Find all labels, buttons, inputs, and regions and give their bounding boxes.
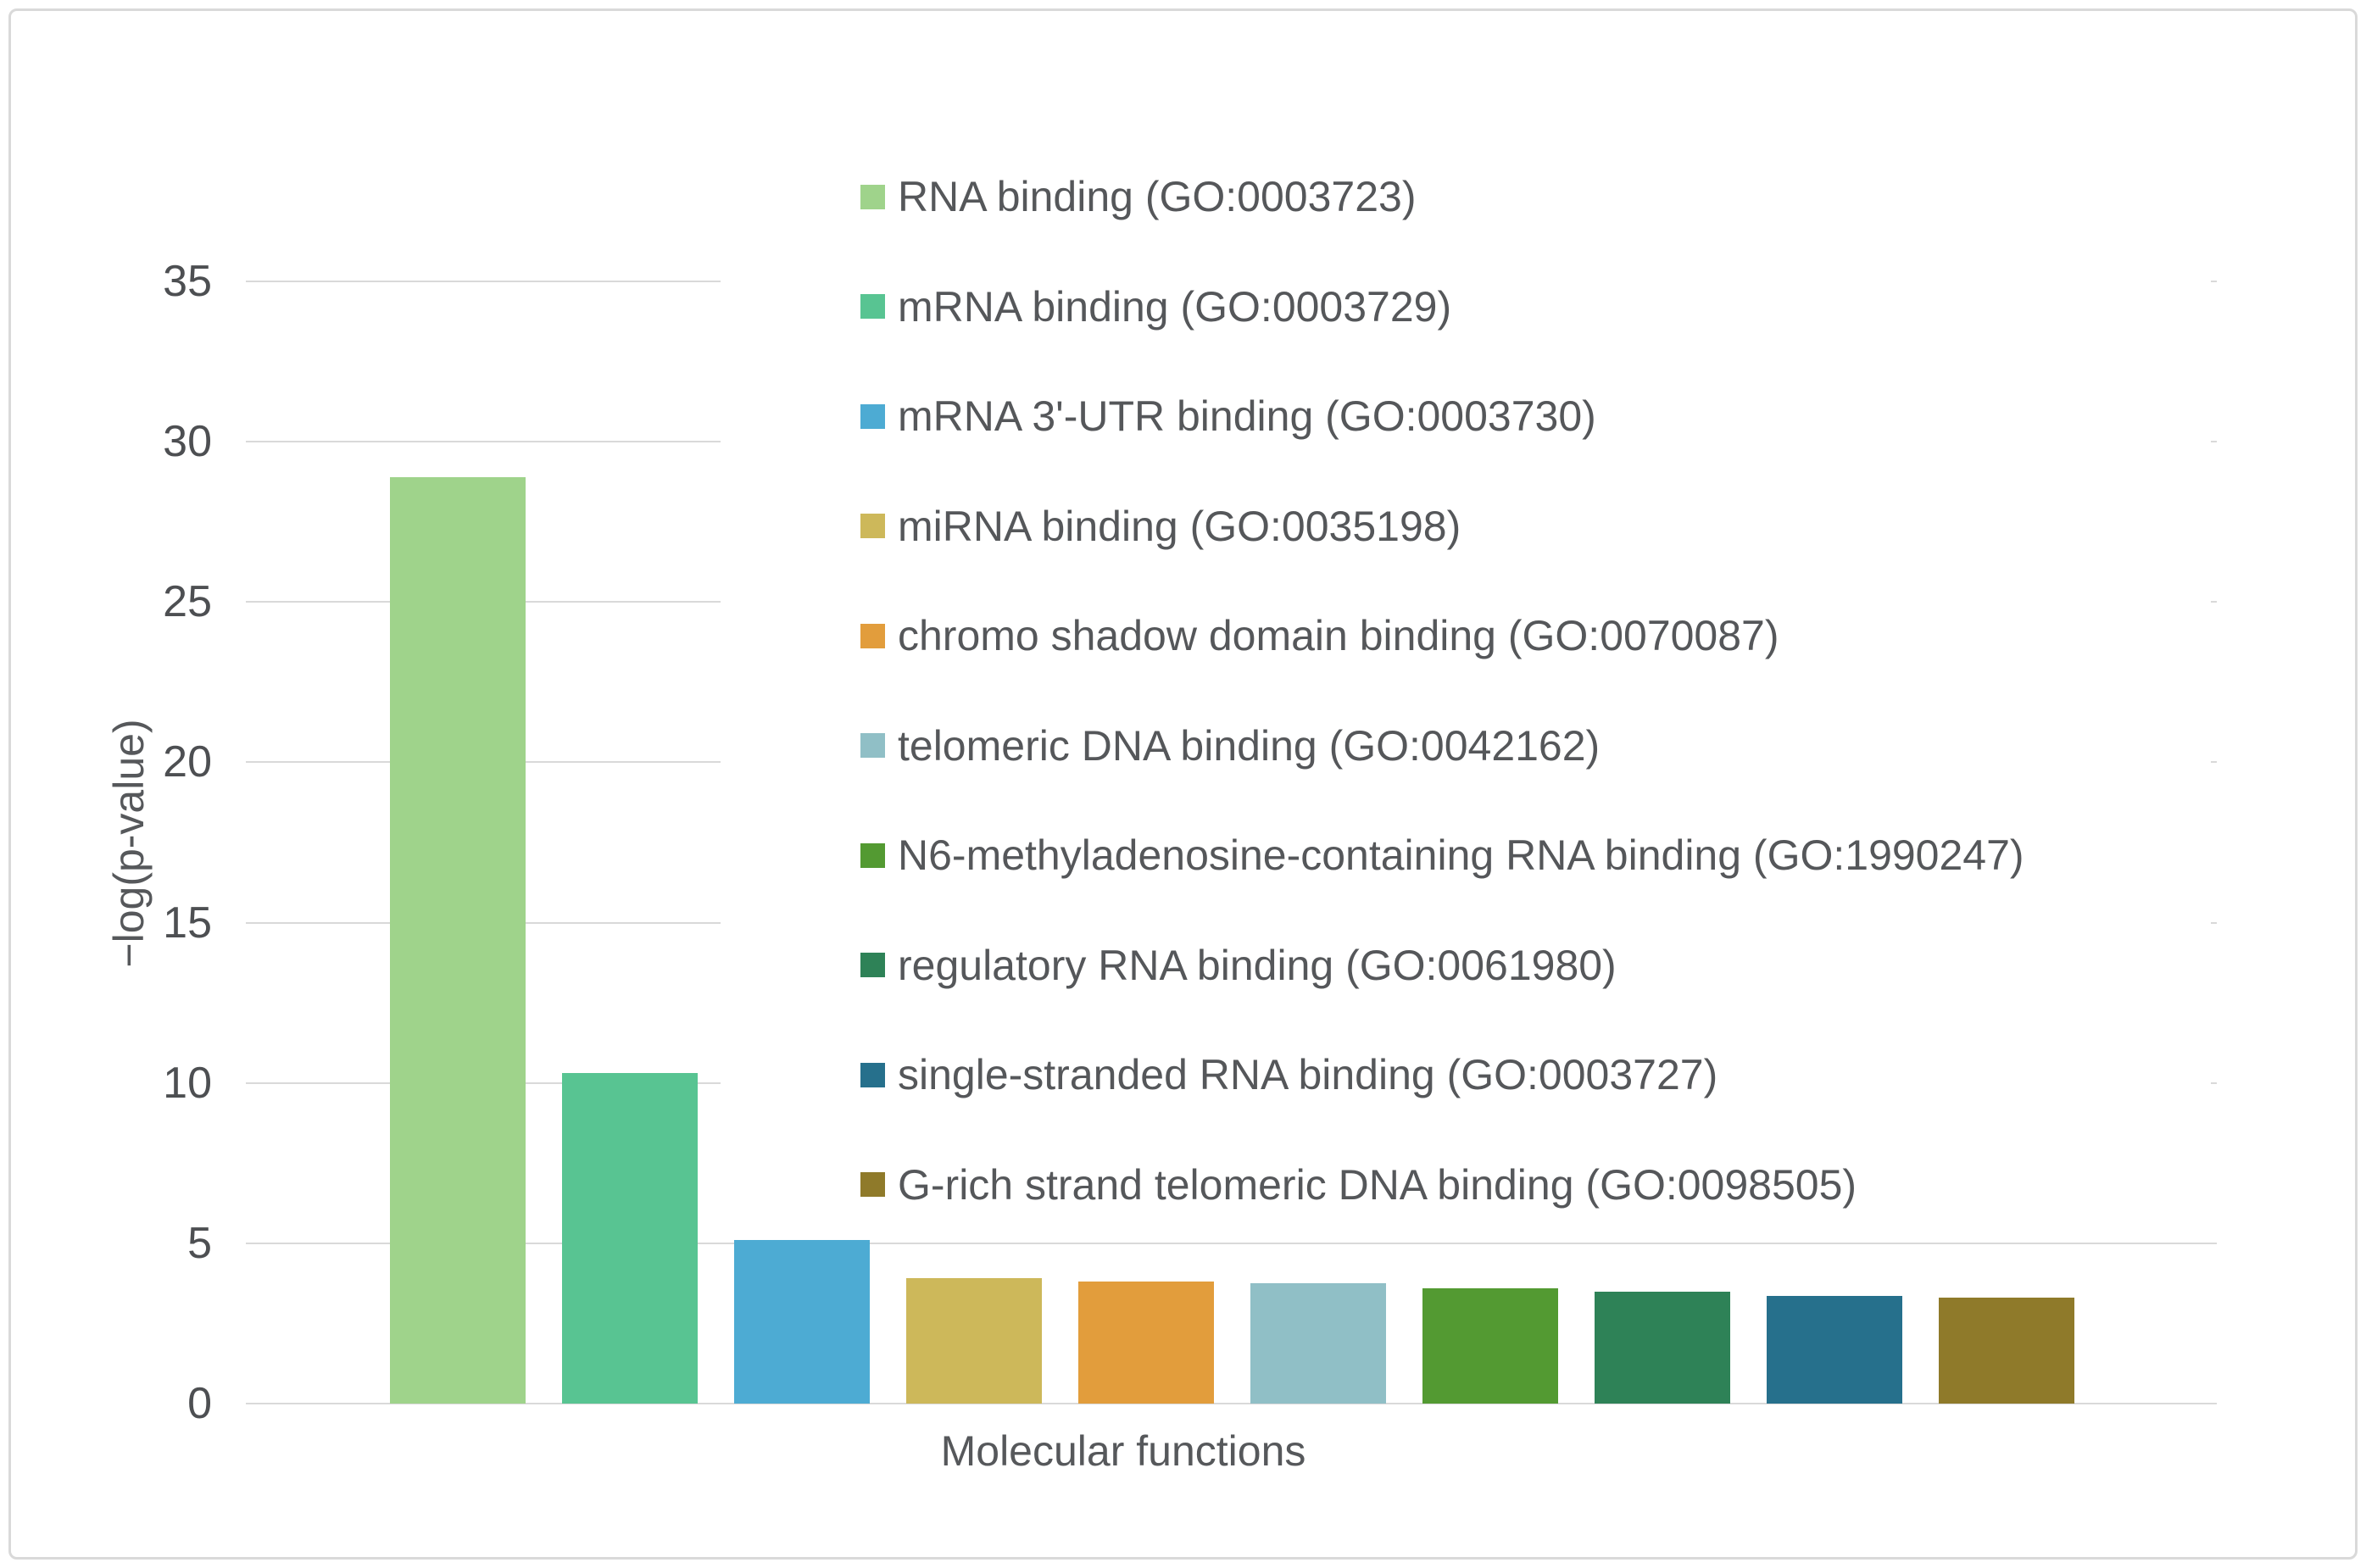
bar-7: [1422, 1287, 1558, 1404]
y-tick-label-35: 35: [163, 256, 212, 306]
y-tick-label-20: 20: [163, 737, 212, 787]
y-tick-label-0: 0: [187, 1379, 212, 1428]
bar-4: [906, 1278, 1042, 1404]
y-axis-title: −log(p-value): [105, 719, 153, 968]
legend-label: miRNA binding (GO:0035198): [898, 502, 1461, 550]
gridline-y5: [246, 1242, 2217, 1244]
legend-label: RNA binding (GO:0003723): [898, 173, 1417, 220]
legend-label: regulatory RNA binding (GO:0061980): [898, 941, 1617, 989]
bar-9: [1767, 1296, 1902, 1404]
x-axis-title: Molecular functions: [940, 1427, 1306, 1475]
legend-item-9: single-stranded RNA binding (GO:0003727): [860, 1048, 1717, 1102]
bar-1: [390, 476, 526, 1404]
y-tick-label-5: 5: [187, 1218, 212, 1268]
legend-item-7: N6-methyladenosine-containing RNA bindin…: [860, 828, 2024, 882]
legend-color-swatch: [860, 403, 885, 429]
y-tick-label-15: 15: [163, 898, 212, 948]
legend-label: G-rich strand telomeric DNA binding (GO:…: [898, 1160, 1857, 1209]
legend-label: single-stranded RNA binding (GO:0003727): [898, 1051, 1718, 1098]
bar-2: [562, 1073, 698, 1404]
legend-label: N6-methyladenosine-containing RNA bindin…: [898, 831, 2024, 879]
gridline-y0: [246, 1403, 2217, 1404]
legend-item-3: mRNA 3'-UTR binding (GO:0003730): [860, 389, 1596, 443]
legend-item-4: miRNA binding (GO:0035198): [860, 499, 1461, 553]
legend-color-swatch: [860, 184, 885, 209]
bar-3: [734, 1240, 870, 1404]
legend-label: chromo shadow domain binding (GO:0070087…: [898, 612, 1779, 659]
legend-item-2: mRNA binding (GO:0003729): [860, 280, 1451, 334]
legend-item-5: chromo shadow domain binding (GO:0070087…: [860, 609, 1779, 663]
legend-label: mRNA binding (GO:0003729): [898, 282, 1452, 331]
legend-item-1: RNA binding (GO:0003723): [860, 170, 1416, 224]
legend-color-swatch: [860, 1062, 885, 1087]
bar-5: [1078, 1282, 1214, 1404]
bar-10: [1939, 1298, 2074, 1404]
legend-color-swatch: [860, 623, 885, 648]
legend-color-swatch: [860, 514, 885, 538]
y-tick-label-30: 30: [163, 417, 212, 467]
y-tick-label-25: 25: [163, 577, 212, 627]
legend-item-6: telomeric DNA binding (GO:0042162): [860, 719, 1600, 773]
legend-item-8: regulatory RNA binding (GO:0061980): [860, 938, 1617, 993]
legend-item-10: G-rich strand telomeric DNA binding (GO:…: [860, 1158, 1857, 1212]
bar-8: [1595, 1291, 1730, 1404]
y-tick-label-10: 10: [163, 1058, 212, 1108]
legend-background: [721, 95, 2211, 1217]
legend-label: telomeric DNA binding (GO:0042162): [898, 721, 1601, 770]
legend-color-swatch: [860, 953, 885, 977]
bar-6: [1250, 1283, 1386, 1404]
legend-color-swatch: [860, 294, 885, 319]
legend-color-swatch: [860, 1172, 885, 1197]
legend-color-swatch: [860, 842, 885, 868]
legend-label: mRNA 3'-UTR binding (GO:0003730): [898, 392, 1596, 440]
legend-color-swatch: [860, 733, 885, 758]
